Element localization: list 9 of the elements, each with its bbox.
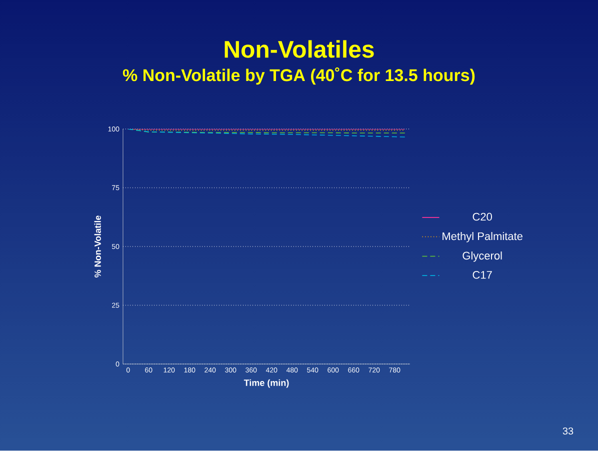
legend-label: Methyl Palmitate <box>442 232 522 242</box>
chart-subtitle: % Non-Volatile by TGA (40˚C for 13.5 hours) <box>122 67 475 85</box>
text: C20 <box>472 212 492 221</box>
text: 33 <box>562 427 574 435</box>
chart-title: Non-Volatiles <box>224 40 374 58</box>
text: C17 <box>472 270 492 279</box>
legend-label: Glycerol <box>462 252 502 262</box>
x-axis-title: Time (min) <box>244 379 289 388</box>
y-axis-title: % Non-Volatile <box>94 216 101 278</box>
